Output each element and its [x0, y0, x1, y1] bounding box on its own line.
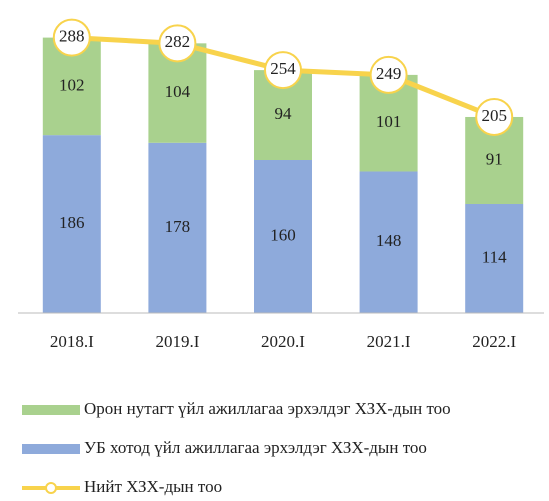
data-label: 160	[270, 225, 296, 244]
x-tick-label: 2022.I	[472, 332, 516, 351]
data-label: 91	[486, 149, 503, 168]
legend-swatch	[45, 482, 57, 494]
data-label: 101	[376, 112, 402, 131]
total-marker	[158, 24, 197, 63]
bar-segment	[359, 171, 418, 313]
legend-label: Нийт ХЗХ-дын тоо	[84, 477, 222, 496]
data-label: 288	[59, 27, 85, 46]
data-label: 178	[165, 217, 191, 236]
bar-segment	[148, 142, 207, 313]
total-marker	[475, 97, 514, 136]
total-marker	[369, 55, 408, 94]
bar-segment	[254, 160, 312, 313]
data-label: 249	[376, 64, 402, 83]
data-label: 254	[270, 59, 296, 78]
legend-swatch	[22, 444, 80, 454]
data-label: 148	[376, 231, 402, 250]
data-label: 205	[481, 106, 507, 125]
bar-segment	[465, 203, 524, 313]
x-tick-label: 2020.I	[261, 332, 305, 351]
data-label: 94	[275, 104, 293, 123]
data-label: 186	[59, 213, 85, 232]
legend-label: УБ хотод үйл ажиллагаа эрхэлдэг ХЗХ-дын …	[84, 438, 427, 457]
data-label: 104	[165, 82, 191, 101]
x-tick-label: 2018.I	[50, 332, 94, 351]
bar-segment	[42, 135, 101, 313]
legend-swatch	[22, 405, 80, 415]
x-tick-label: 2021.I	[367, 332, 411, 351]
x-tick-label: 2019.I	[155, 332, 199, 351]
legend-label: Орон нутагт үйл ажиллагаа эрхэлдэг ХЗХ-д…	[84, 399, 451, 418]
data-label: 114	[482, 247, 507, 266]
data-label: 282	[165, 32, 191, 51]
data-label: 102	[59, 75, 85, 94]
total-marker	[264, 51, 302, 90]
total-marker	[52, 18, 91, 57]
